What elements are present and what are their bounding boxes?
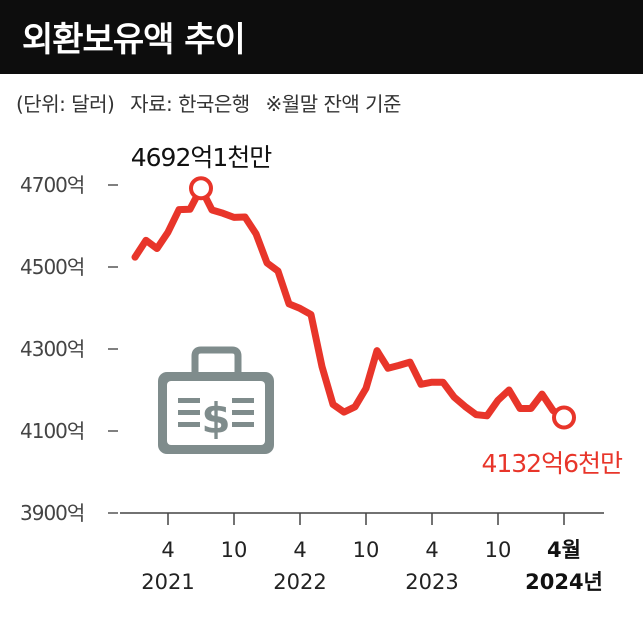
annotation-marker [189, 176, 213, 201]
x-tick-label: 4월 [547, 538, 581, 562]
y-tick-label: 4100억 [20, 419, 84, 443]
title-bar: 외환보유액 추이 [0, 0, 643, 74]
x-tick-label: 10 [221, 538, 248, 562]
y-tick-label: 4300억 [20, 337, 84, 361]
briefcase-dollar-icon: $ [158, 346, 274, 454]
chart-title: 외환보유액 추이 [22, 20, 246, 60]
basis-note: ※월말 잔액 기준 [265, 92, 402, 116]
series-line [131, 184, 568, 421]
x-tick-label: 4 [293, 538, 306, 562]
annotation-marker [552, 405, 576, 430]
subtitle: (단위: 달러) 자료: 한국은행 ※월말 잔액 기준 [16, 88, 411, 117]
x-year-label: 2022 [273, 570, 326, 594]
annotation-label-latest: 4132억6천만 [481, 449, 623, 478]
annotation-label-peak: 4692억1천만 [131, 143, 273, 172]
x-year-label: 2024년 [525, 570, 603, 594]
x-tick-label: 4 [161, 538, 174, 562]
x-tick-label: 4 [425, 538, 438, 562]
y-tick-label: 4500억 [20, 255, 84, 279]
y-tick-label: 4700억 [20, 173, 84, 197]
x-year-label: 2021 [141, 570, 194, 594]
x-tick-label: 10 [353, 538, 380, 562]
x-tick-label: 10 [485, 538, 512, 562]
unit-note: (단위: 달러) [16, 92, 115, 116]
source-note: 자료: 한국은행 [130, 92, 250, 116]
y-tick-label: 3900억 [20, 501, 84, 525]
x-year-label: 2023 [405, 570, 458, 594]
svg-text:$: $ [201, 394, 230, 443]
